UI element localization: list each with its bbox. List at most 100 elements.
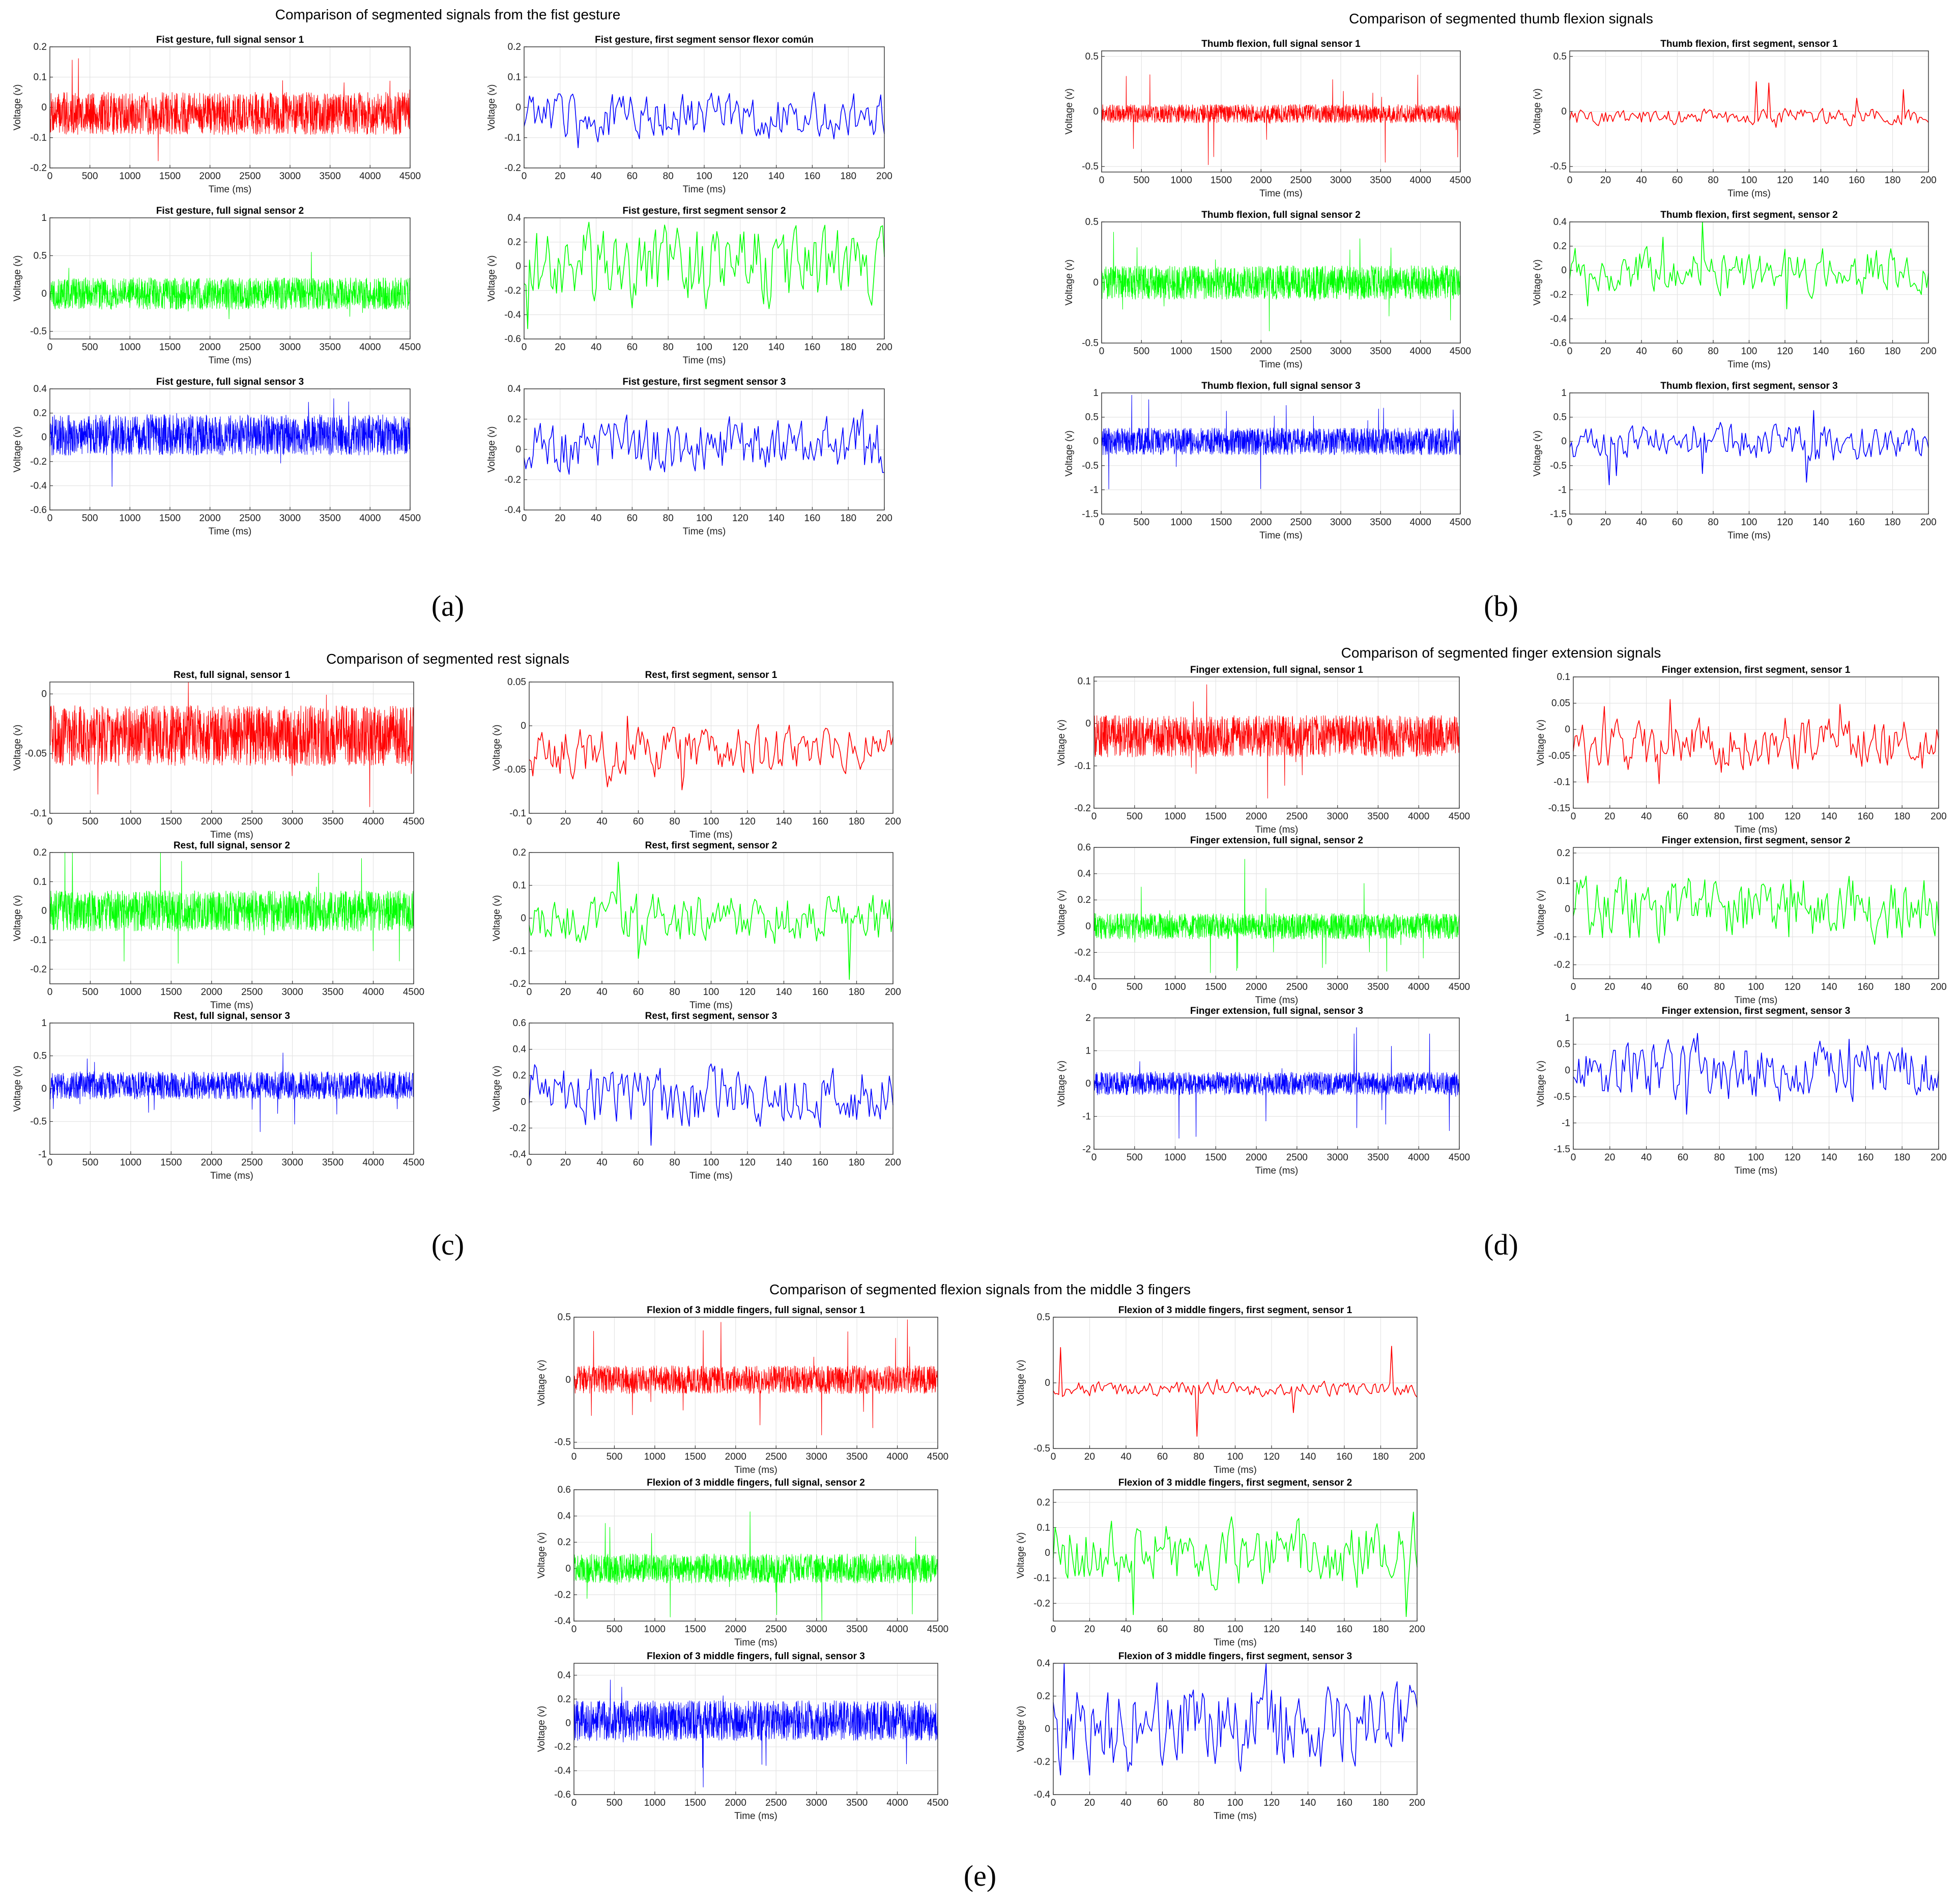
- x-tick-label: 60: [1672, 175, 1683, 186]
- y-axis-label: Voltage (v): [1536, 1061, 1546, 1107]
- plot-title: Thumb flexion, first segment, sensor 3: [1660, 381, 1837, 391]
- x-tick-label: 40: [1641, 811, 1652, 822]
- y-tick-label: -0.4: [554, 1766, 571, 1776]
- x-tick-label: 0: [522, 513, 527, 524]
- plot-title: Fist gesture, first segment sensor flexo…: [595, 35, 814, 45]
- y-tick-label: 0.5: [1085, 217, 1099, 228]
- x-tick-label: 20: [555, 342, 565, 353]
- x-tick-label: 3500: [322, 816, 343, 827]
- x-tick-label: 1000: [119, 342, 140, 353]
- y-tick-label: 0: [41, 289, 47, 299]
- x-axis-label: Time (ms): [689, 830, 733, 840]
- y-tick-label: 0.4: [508, 384, 522, 394]
- x-tick-label: 120: [1784, 982, 1801, 992]
- y-tick-label: -0.6: [1550, 338, 1567, 349]
- y-tick-label: 0: [1085, 921, 1091, 932]
- x-axis-label: Time (ms): [689, 1000, 733, 1011]
- x-tick-label: 1000: [644, 1624, 666, 1635]
- x-tick-label: 4000: [362, 987, 384, 998]
- signal-trace: [49, 852, 414, 964]
- y-tick-label: -1.5: [1550, 509, 1567, 520]
- x-tick-label: 40: [591, 171, 601, 182]
- plot-title: Thumb flexion, full signal sensor 2: [1201, 210, 1361, 220]
- x-tick-label: 4000: [1408, 1152, 1429, 1163]
- x-tick-label: 160: [1858, 811, 1874, 822]
- x-tick-label: 0: [47, 171, 53, 182]
- x-tick-label: 1000: [1171, 346, 1192, 357]
- x-tick-label: 20: [560, 987, 571, 998]
- y-tick-label: 0.4: [558, 1511, 571, 1522]
- y-tick-label: -0.1: [1033, 1573, 1050, 1584]
- x-tick-label: 500: [1133, 175, 1149, 186]
- plot-title: Flexion of 3 middle fingers, full signal…: [647, 1305, 865, 1316]
- x-tick-label: 1000: [1164, 982, 1186, 992]
- x-tick-label: 100: [696, 513, 712, 524]
- x-tick-label: 140: [1813, 346, 1829, 357]
- subplot-2-4: 0 500 1000 1500 2000 2500 3000 3500 4000 4500 -1 -0…: [12, 1011, 424, 1181]
- x-tick-label: 80: [1714, 982, 1725, 992]
- x-tick-label: 100: [703, 987, 719, 998]
- x-tick-label: 60: [627, 171, 638, 182]
- x-tick-label: 2000: [1250, 517, 1272, 528]
- y-tick-label: 0.4: [513, 1044, 527, 1055]
- y-tick-label: 1: [1561, 388, 1567, 399]
- subplot-3-1: 0 20 40 60 80 100 120 140 160 180 200 -0.15 -0.1 -0.0…: [1536, 665, 1947, 835]
- x-tick-label: 4000: [886, 1452, 908, 1462]
- plot-title: Fist gesture, full signal sensor 1: [156, 35, 304, 45]
- y-tick-label: 0: [1085, 719, 1091, 729]
- x-tick-label: 0: [1099, 175, 1105, 186]
- y-tick-label: -0.2: [1074, 803, 1091, 814]
- x-tick-label: 120: [1263, 1624, 1280, 1635]
- plot-title: Finger extension, first segment, sensor …: [1662, 835, 1851, 846]
- x-tick-label: 20: [1604, 1152, 1615, 1163]
- y-tick-label: 0: [565, 1564, 571, 1574]
- y-tick-label: 0.5: [1553, 51, 1567, 62]
- x-tick-label: 140: [768, 513, 785, 524]
- x-tick-label: 180: [1373, 1452, 1389, 1462]
- plot-area: [574, 1490, 938, 1621]
- y-tick-label: -0.5: [1082, 461, 1099, 471]
- x-axis-label: Time (ms): [1727, 188, 1771, 199]
- x-tick-label: 2000: [1246, 1152, 1267, 1163]
- y-tick-label: 0: [515, 444, 521, 455]
- x-tick-label: 3500: [322, 1157, 343, 1168]
- y-tick-label: 0.4: [1037, 1658, 1051, 1669]
- x-tick-label: 4500: [1449, 1152, 1470, 1163]
- x-tick-label: 3000: [282, 816, 303, 827]
- y-tick-label: -1: [1082, 1112, 1091, 1122]
- x-axis-label: Time (ms): [1214, 1811, 1257, 1822]
- x-tick-label: 60: [1672, 517, 1683, 528]
- x-tick-label: 0: [1051, 1624, 1056, 1635]
- signal-trace: [1053, 1512, 1418, 1617]
- x-tick-label: 3000: [279, 513, 301, 524]
- x-tick-label: 2500: [239, 342, 261, 353]
- plot-title: Thumb flexion, full signal sensor 1: [1201, 39, 1361, 49]
- y-tick-label: 0.1: [1037, 1522, 1050, 1533]
- signal-trace: [1101, 74, 1461, 165]
- plot-frame: [1573, 676, 1939, 809]
- y-tick-label: -0.2: [1074, 947, 1091, 958]
- x-tick-label: 120: [732, 342, 748, 353]
- x-tick-label: 20: [555, 171, 565, 182]
- x-tick-label: 140: [1821, 811, 1837, 822]
- y-axis-label: Voltage (v): [492, 1066, 502, 1112]
- x-tick-label: 60: [1157, 1452, 1168, 1462]
- x-tick-label: 200: [1930, 811, 1947, 822]
- y-tick-label: 0.5: [1085, 51, 1099, 62]
- x-tick-label: 60: [633, 987, 644, 998]
- y-tick-label: 0.2: [508, 237, 521, 248]
- x-tick-label: 160: [1336, 1452, 1352, 1462]
- plot-frame: [1569, 392, 1929, 515]
- x-tick-label: 40: [591, 513, 601, 524]
- y-tick-label: 0: [1093, 436, 1099, 447]
- y-tick-label: -0.4: [504, 309, 521, 320]
- signal-trace: [1093, 684, 1460, 799]
- signal-trace: [1569, 410, 1929, 486]
- x-tick-label: 1500: [159, 171, 181, 182]
- y-tick-label: 0: [515, 261, 521, 272]
- plot-title: Thumb flexion, full signal sensor 3: [1201, 381, 1361, 391]
- x-tick-label: 140: [776, 987, 792, 998]
- x-tick-label: 200: [1409, 1624, 1425, 1635]
- x-tick-label: 500: [82, 987, 99, 998]
